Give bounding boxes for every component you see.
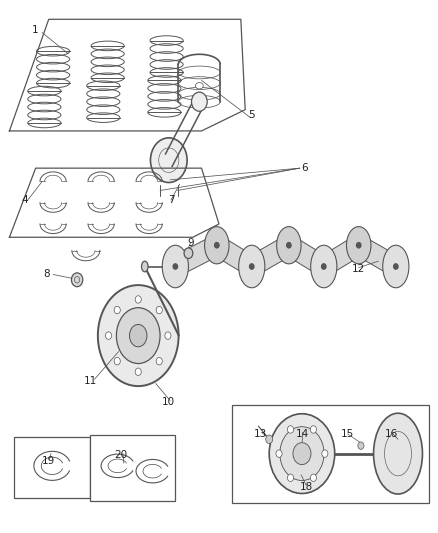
Text: 11: 11 (84, 376, 97, 386)
Ellipse shape (277, 227, 301, 264)
Text: 9: 9 (187, 238, 194, 247)
Circle shape (156, 358, 162, 365)
Circle shape (184, 248, 193, 259)
Circle shape (135, 368, 141, 375)
Circle shape (287, 474, 293, 481)
Circle shape (357, 243, 361, 248)
Circle shape (311, 474, 317, 481)
Circle shape (266, 435, 273, 443)
Ellipse shape (374, 413, 423, 494)
Circle shape (135, 296, 141, 303)
Bar (232, 405, 428, 503)
Text: 16: 16 (385, 429, 398, 439)
Circle shape (321, 264, 326, 269)
Ellipse shape (98, 285, 179, 386)
Circle shape (311, 426, 317, 433)
Circle shape (106, 332, 112, 340)
Circle shape (191, 92, 207, 111)
Text: 15: 15 (341, 429, 354, 439)
Text: 12: 12 (352, 264, 365, 274)
Circle shape (165, 332, 171, 340)
Ellipse shape (311, 245, 337, 288)
Text: 4: 4 (21, 195, 28, 205)
Text: 13: 13 (254, 429, 267, 439)
Circle shape (394, 264, 398, 269)
Text: 8: 8 (43, 270, 50, 279)
Circle shape (173, 264, 177, 269)
Ellipse shape (346, 227, 371, 264)
Circle shape (215, 243, 219, 248)
Text: 14: 14 (295, 429, 309, 439)
Ellipse shape (205, 227, 229, 264)
Bar (90, 435, 175, 502)
Polygon shape (172, 236, 220, 276)
Polygon shape (213, 236, 256, 276)
Text: 19: 19 (42, 456, 55, 465)
Ellipse shape (269, 414, 335, 494)
Ellipse shape (130, 325, 147, 347)
Ellipse shape (141, 261, 148, 272)
Circle shape (71, 273, 83, 287)
Text: 18: 18 (300, 482, 313, 492)
Circle shape (358, 442, 364, 449)
Ellipse shape (383, 245, 409, 288)
Text: 5: 5 (248, 110, 255, 120)
Circle shape (287, 426, 293, 433)
Circle shape (114, 306, 120, 314)
Circle shape (156, 306, 162, 314)
Circle shape (287, 243, 291, 248)
Polygon shape (248, 236, 293, 276)
Ellipse shape (280, 427, 324, 481)
Circle shape (114, 358, 120, 365)
Circle shape (150, 138, 187, 182)
Ellipse shape (239, 245, 265, 288)
Ellipse shape (195, 83, 203, 89)
Ellipse shape (117, 308, 160, 364)
Polygon shape (320, 236, 363, 276)
Circle shape (276, 450, 282, 457)
Polygon shape (285, 236, 328, 276)
Ellipse shape (293, 443, 311, 465)
Text: 7: 7 (168, 195, 174, 205)
Polygon shape (355, 236, 399, 276)
Bar (14, 437, 90, 498)
Text: 1: 1 (32, 25, 39, 35)
Circle shape (250, 264, 254, 269)
Text: 6: 6 (301, 163, 307, 173)
Circle shape (322, 450, 328, 457)
Ellipse shape (162, 245, 188, 288)
Text: 20: 20 (114, 450, 127, 460)
Text: 10: 10 (162, 397, 175, 407)
